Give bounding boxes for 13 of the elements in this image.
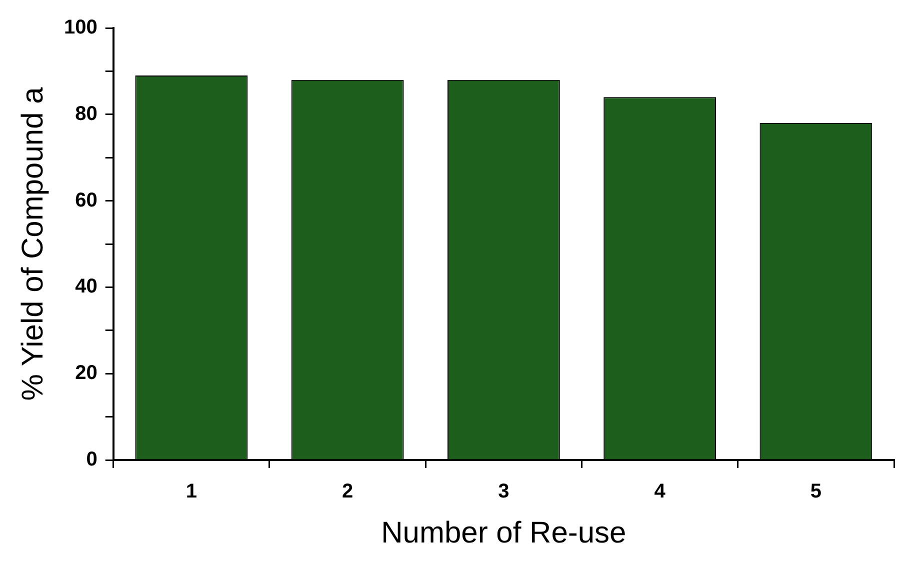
- x-tick-label: 5: [810, 480, 822, 503]
- y-tick-label: 40: [75, 276, 98, 298]
- x-tick-label: 2: [342, 480, 354, 503]
- x-tick-label: 3: [498, 480, 510, 503]
- y-tick-label: 80: [75, 102, 98, 125]
- y-tick-label: 100: [64, 16, 98, 39]
- y-tick-label: 20: [75, 362, 98, 384]
- y-axis-title: % Yield of Compound a: [16, 86, 50, 401]
- x-tick-label: 1: [186, 480, 197, 503]
- y-tick-label: 60: [75, 189, 98, 212]
- y-tick-label: 0: [86, 448, 98, 471]
- x-axis-title: Number of Re-use: [381, 516, 626, 550]
- x-tick-label: 4: [654, 480, 666, 503]
